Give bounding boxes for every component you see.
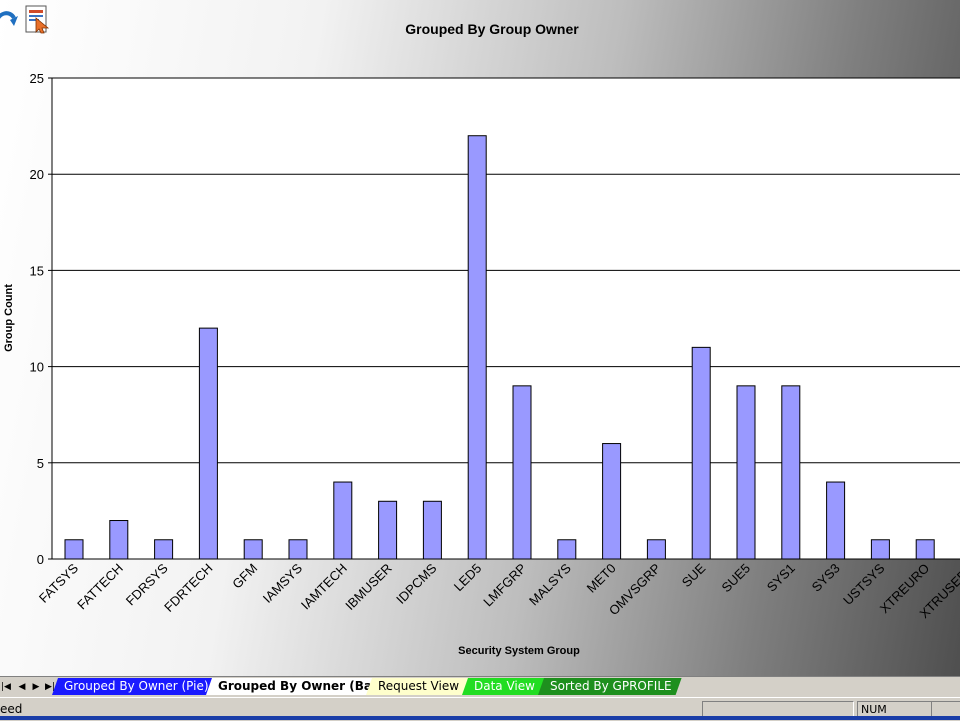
bar-ustsys	[870, 539, 890, 560]
last-sheet-button[interactable]: ▶|	[45, 682, 55, 692]
x-category-label: SYS3	[809, 561, 843, 595]
y-tick-label: 10	[30, 360, 44, 375]
y-tick-label: 0	[37, 552, 44, 567]
y-tick-label: 5	[37, 456, 44, 471]
bar-sue5	[736, 385, 756, 560]
x-category-label: SUE5	[718, 561, 753, 596]
bar-led5	[467, 135, 487, 560]
x-category-label: FDRTECH	[161, 561, 215, 615]
y-tick-label: 15	[30, 263, 44, 278]
bar-malsys	[557, 539, 577, 560]
bar-fdrsys	[154, 539, 174, 560]
x-category-label: MET0	[584, 561, 619, 596]
sheet-tab[interactable]: Sorted By GPROFILE	[538, 678, 682, 695]
x-category-label: IBMUSER	[342, 561, 394, 613]
bar-idpcms	[422, 500, 442, 560]
first-sheet-button[interactable]: |◀	[1, 682, 11, 692]
x-category-label: IDPCMS	[393, 560, 440, 607]
y-tick-label: 25	[30, 71, 44, 86]
bar-fatsys	[64, 539, 84, 560]
bar-ibmuser	[378, 500, 398, 560]
status-text: eed	[0, 702, 23, 716]
bar-fattech	[109, 520, 129, 560]
x-category-label: IAMTECH	[298, 561, 350, 613]
sheet-tab[interactable]: Request View	[366, 678, 469, 695]
sheet-tab-bar: |◀ ◀ ▶ ▶| Grouped By Owner (Pie) Grouped …	[0, 676, 960, 697]
bar-iamtech	[333, 481, 353, 560]
bar-iamsys	[288, 539, 308, 560]
bar-met0	[602, 443, 622, 560]
bar-xtreuro	[915, 539, 935, 560]
sheet-tab[interactable]: Data View	[462, 678, 545, 695]
sheet-tab[interactable]: Grouped By Owner (Pie)	[52, 678, 219, 695]
bar-omvsgrp	[646, 539, 666, 560]
x-category-label: MALSYS	[526, 560, 574, 608]
x-category-label: IAMSYS	[260, 560, 306, 606]
next-sheet-button[interactable]: ▶	[32, 682, 40, 692]
bar-sys1	[781, 385, 801, 560]
x-category-label: FATTECH	[74, 561, 126, 613]
x-category-label: GFM	[229, 561, 260, 592]
plot-area	[52, 78, 960, 559]
x-category-label: SUE	[679, 560, 709, 590]
chart-area: Grouped By Group Owner 0 5 10 15 20 25 FATSYS…	[0, 0, 960, 676]
sheet-tab[interactable]: Grouped By Owner (Bar)	[206, 678, 393, 695]
prev-sheet-button[interactable]: ◀	[18, 682, 26, 692]
y-tick-label: 20	[30, 167, 44, 182]
bar-lmfgrp	[512, 385, 532, 560]
x-category-label: SYS1	[764, 561, 798, 595]
report-export-icon[interactable]	[24, 4, 50, 34]
bar-sue	[691, 346, 711, 560]
x-category-label: LMFGRP	[480, 561, 529, 610]
taskbar-edge	[0, 716, 960, 720]
x-category-label: LED5	[451, 561, 485, 595]
y-axis-title: Group Count	[3, 284, 15, 352]
x-category-label: FATSYS	[36, 560, 81, 605]
bar-chart: Grouped By Group Owner 0 5 10 15 20 25 FATSYS…	[3, 21, 960, 657]
x-axis-title: Security System Group	[458, 645, 580, 657]
bar-gfm	[243, 539, 263, 560]
bar-fdrtech	[198, 327, 218, 560]
chart-title: Grouped By Group Owner	[405, 21, 579, 37]
bar-sys3	[826, 481, 846, 560]
undo-arrow-icon[interactable]	[0, 4, 20, 34]
